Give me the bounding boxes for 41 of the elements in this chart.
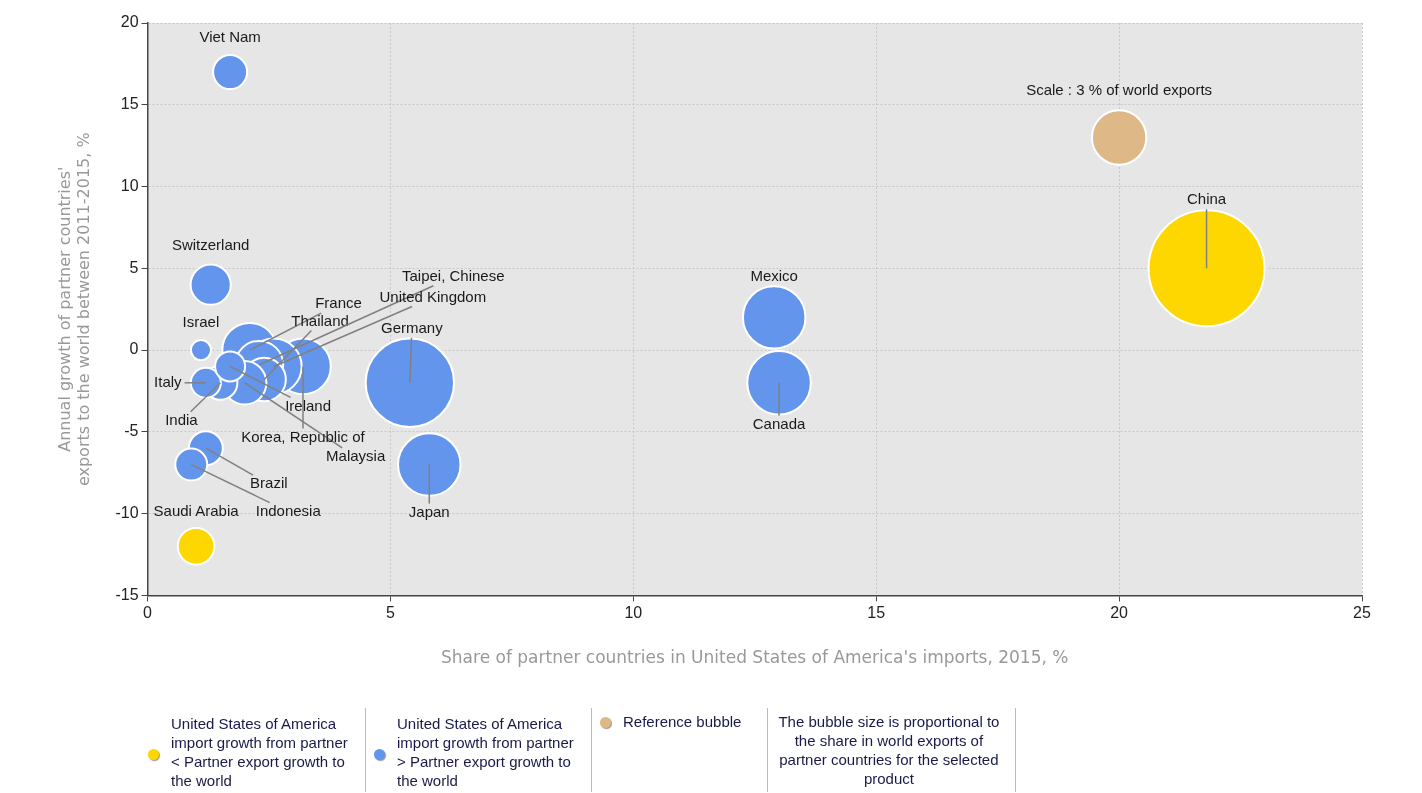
annotation: Viet Nam xyxy=(199,28,261,46)
x-tick-label: 20 xyxy=(1110,604,1129,622)
y-tick-label: -10 xyxy=(115,504,139,522)
annotation: Scale : 3 % of world exports xyxy=(1026,80,1213,98)
y-tick-label: -5 xyxy=(124,422,139,440)
annotation: Canada xyxy=(752,414,806,432)
annotation: Taipei, Chinese xyxy=(401,266,505,284)
annotation: Mexico xyxy=(750,266,798,284)
y-axis-title: Annual growth of partner countries' exports to the world between 2011-2015, % xyxy=(54,132,93,487)
text: The bubble size is proportional to the share in world exports of partner countries for the selected product xyxy=(777,712,1001,788)
y-tick-label: 0 xyxy=(129,340,139,358)
annotation: China xyxy=(1186,190,1227,208)
annotation: Germany xyxy=(381,318,444,336)
annotation: France xyxy=(315,294,362,312)
y-tick-label: 10 xyxy=(120,176,139,194)
annotation: Ireland xyxy=(285,396,332,414)
y-tick-label: -15 xyxy=(115,585,139,603)
annotation: Saudi Arabia xyxy=(153,502,240,520)
x-tick-label: 10 xyxy=(624,604,643,622)
y-tick-label: 15 xyxy=(120,95,139,113)
y-tick-label: 20 xyxy=(120,13,139,31)
y-tick-label: 5 xyxy=(129,258,139,276)
annotation: Japan xyxy=(408,502,450,520)
annotation: Korea, Republic of xyxy=(241,427,366,445)
annotation: Indonesia xyxy=(255,501,322,519)
legend-label: United States of America import growth from partner > Partner export growth to the world xyxy=(397,714,575,790)
annotation: Thailand xyxy=(291,311,349,329)
annotation: Israel xyxy=(182,313,220,331)
annotation: United Kingdom xyxy=(379,287,487,305)
x-tick-label: 5 xyxy=(385,604,395,622)
x-tick-label: 15 xyxy=(867,604,886,622)
annotation: Switzerland xyxy=(171,235,250,253)
annotation: India xyxy=(165,410,199,428)
annotation: Malaysia xyxy=(326,446,386,464)
legend-label: United States of America import growth from partner < Partner export growth to the world xyxy=(171,714,349,790)
annotation: Italy xyxy=(154,372,183,390)
x-tick-label: 0 xyxy=(143,604,153,622)
x-tick-label: 25 xyxy=(1353,604,1371,622)
legend-label: Reference bubble xyxy=(623,712,743,731)
annotation: Brazil xyxy=(250,474,288,492)
x-axis-title: Share of partner countries in United States of America's imports, 2015, % xyxy=(441,647,1069,668)
